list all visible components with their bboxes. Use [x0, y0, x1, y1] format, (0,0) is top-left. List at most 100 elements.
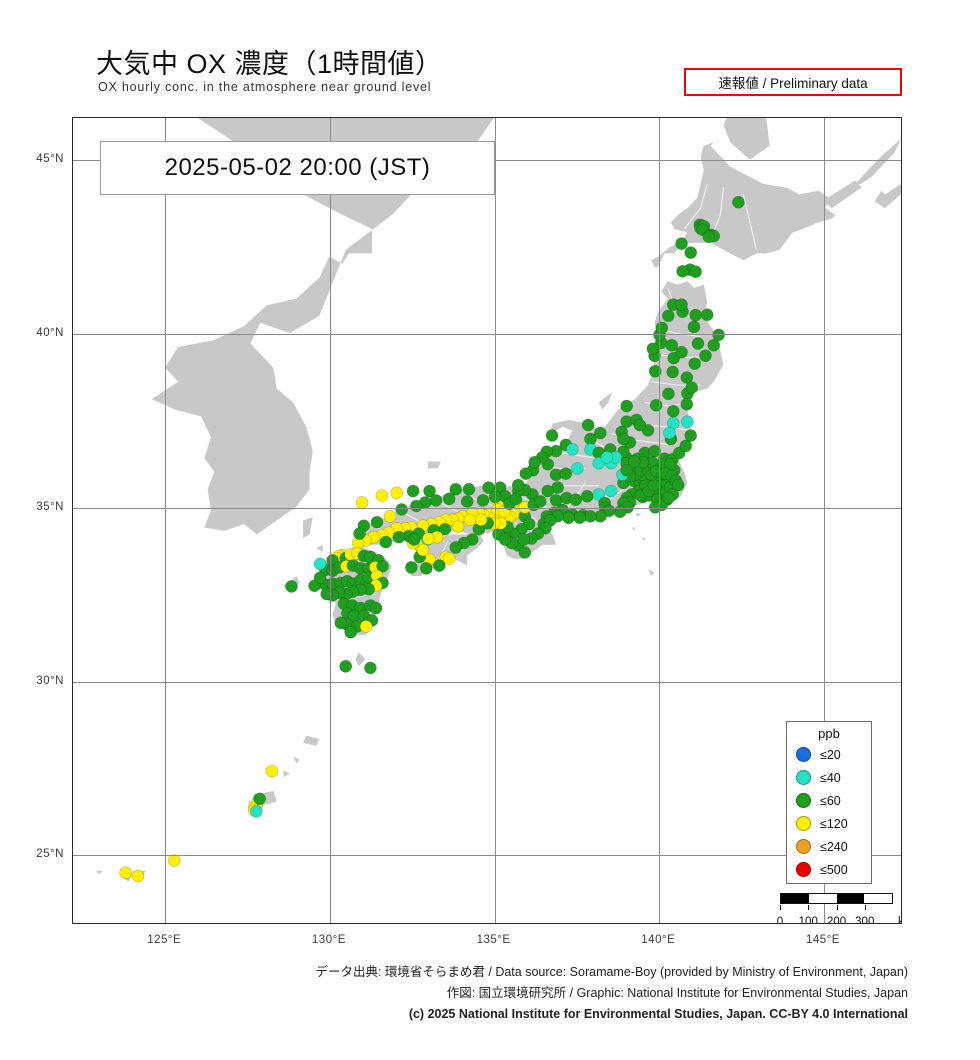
- station-point[interactable]: [313, 571, 327, 585]
- station-point[interactable]: [681, 415, 694, 428]
- station-point[interactable]: [407, 533, 421, 546]
- station-point[interactable]: [119, 866, 132, 880]
- station-point[interactable]: [671, 478, 685, 492]
- station-point[interactable]: [620, 463, 633, 477]
- station-point[interactable]: [702, 230, 716, 243]
- station-point[interactable]: [663, 426, 676, 440]
- station-point[interactable]: [395, 503, 408, 516]
- station-point[interactable]: [691, 337, 705, 350]
- station-point[interactable]: [675, 298, 688, 311]
- station-point[interactable]: [353, 527, 366, 540]
- station-point[interactable]: [339, 659, 353, 673]
- station-point[interactable]: [679, 439, 693, 453]
- station-point[interactable]: [648, 364, 662, 378]
- station-point[interactable]: [699, 349, 712, 362]
- station-point[interactable]: [313, 557, 327, 571]
- station-point[interactable]: [405, 561, 418, 574]
- station-point[interactable]: [594, 426, 607, 440]
- station-point[interactable]: [442, 552, 456, 565]
- station-point[interactable]: [462, 482, 476, 496]
- map-plot-area[interactable]: 2025-05-02 20:00 (JST) ppb ≤20 ≤40 ≤60 ≤120…: [72, 117, 902, 924]
- station-point[interactable]: [676, 265, 689, 278]
- station-point[interactable]: [680, 398, 694, 411]
- station-point[interactable]: [451, 520, 465, 534]
- station-point[interactable]: [655, 321, 669, 335]
- station-point[interactable]: [732, 196, 745, 209]
- station-point[interactable]: [167, 854, 181, 867]
- station-point[interactable]: [419, 562, 433, 575]
- station-point[interactable]: [359, 620, 373, 633]
- station-point[interactable]: [684, 429, 697, 442]
- station-point[interactable]: [474, 513, 488, 527]
- station-point[interactable]: [509, 492, 523, 506]
- station-point[interactable]: [528, 455, 541, 469]
- station-point[interactable]: [649, 399, 663, 412]
- station-point[interactable]: [675, 237, 688, 250]
- station-point[interactable]: [662, 309, 675, 323]
- station-point[interactable]: [416, 543, 430, 557]
- station-point[interactable]: [685, 381, 698, 394]
- station-point[interactable]: [600, 451, 614, 464]
- station-point[interactable]: [498, 533, 512, 546]
- station-point[interactable]: [364, 661, 377, 675]
- station-point[interactable]: [545, 429, 559, 442]
- station-point[interactable]: [689, 265, 702, 279]
- station-point[interactable]: [463, 513, 477, 527]
- station-point[interactable]: [571, 462, 584, 475]
- station-point[interactable]: [131, 869, 145, 883]
- station-point[interactable]: [410, 499, 423, 513]
- station-point[interactable]: [285, 580, 298, 593]
- station-point[interactable]: [511, 478, 525, 492]
- station-point[interactable]: [334, 616, 348, 630]
- station-point[interactable]: [423, 484, 436, 498]
- station-point[interactable]: [265, 764, 279, 778]
- station-point[interactable]: [646, 342, 660, 356]
- station-point[interactable]: [662, 491, 675, 505]
- station-point[interactable]: [392, 530, 406, 544]
- station-point[interactable]: [700, 308, 714, 321]
- station-point[interactable]: [627, 455, 641, 468]
- station-point[interactable]: [433, 559, 446, 572]
- station-point[interactable]: [712, 328, 725, 342]
- station-point[interactable]: [617, 432, 630, 446]
- station-point[interactable]: [566, 443, 579, 456]
- station-point[interactable]: [519, 467, 533, 480]
- station-point[interactable]: [429, 494, 443, 507]
- station-point[interactable]: [680, 371, 694, 384]
- station-point[interactable]: [344, 625, 357, 639]
- station-point[interactable]: [620, 399, 633, 413]
- station-point[interactable]: [379, 535, 393, 549]
- station-point[interactable]: [665, 338, 678, 352]
- station-point[interactable]: [559, 467, 573, 480]
- station-point[interactable]: [604, 484, 618, 498]
- station-point[interactable]: [580, 489, 594, 503]
- station-point[interactable]: [422, 532, 435, 545]
- station-point[interactable]: [375, 489, 389, 502]
- station-point[interactable]: [369, 601, 383, 615]
- station-point[interactable]: [584, 510, 597, 523]
- station-point[interactable]: [675, 345, 688, 359]
- station-point[interactable]: [688, 357, 701, 370]
- station-point[interactable]: [518, 546, 532, 559]
- station-point[interactable]: [476, 494, 490, 507]
- station-point[interactable]: [707, 338, 721, 352]
- station-point[interactable]: [633, 418, 647, 432]
- station-point[interactable]: [533, 495, 547, 508]
- station-point[interactable]: [541, 484, 555, 498]
- station-point[interactable]: [684, 246, 697, 259]
- station-point[interactable]: [320, 587, 333, 601]
- station-point[interactable]: [253, 792, 266, 806]
- station-point[interactable]: [569, 493, 582, 506]
- station-point[interactable]: [581, 418, 595, 432]
- station-point[interactable]: [370, 515, 384, 529]
- station-point[interactable]: [449, 541, 463, 554]
- station-point[interactable]: [562, 511, 575, 524]
- station-point[interactable]: [383, 510, 397, 523]
- station-point[interactable]: [449, 482, 463, 496]
- station-point[interactable]: [406, 484, 420, 498]
- station-point[interactable]: [376, 560, 389, 573]
- station-point[interactable]: [648, 501, 662, 514]
- station-point[interactable]: [687, 320, 701, 334]
- station-point[interactable]: [442, 492, 456, 506]
- station-point[interactable]: [664, 457, 677, 471]
